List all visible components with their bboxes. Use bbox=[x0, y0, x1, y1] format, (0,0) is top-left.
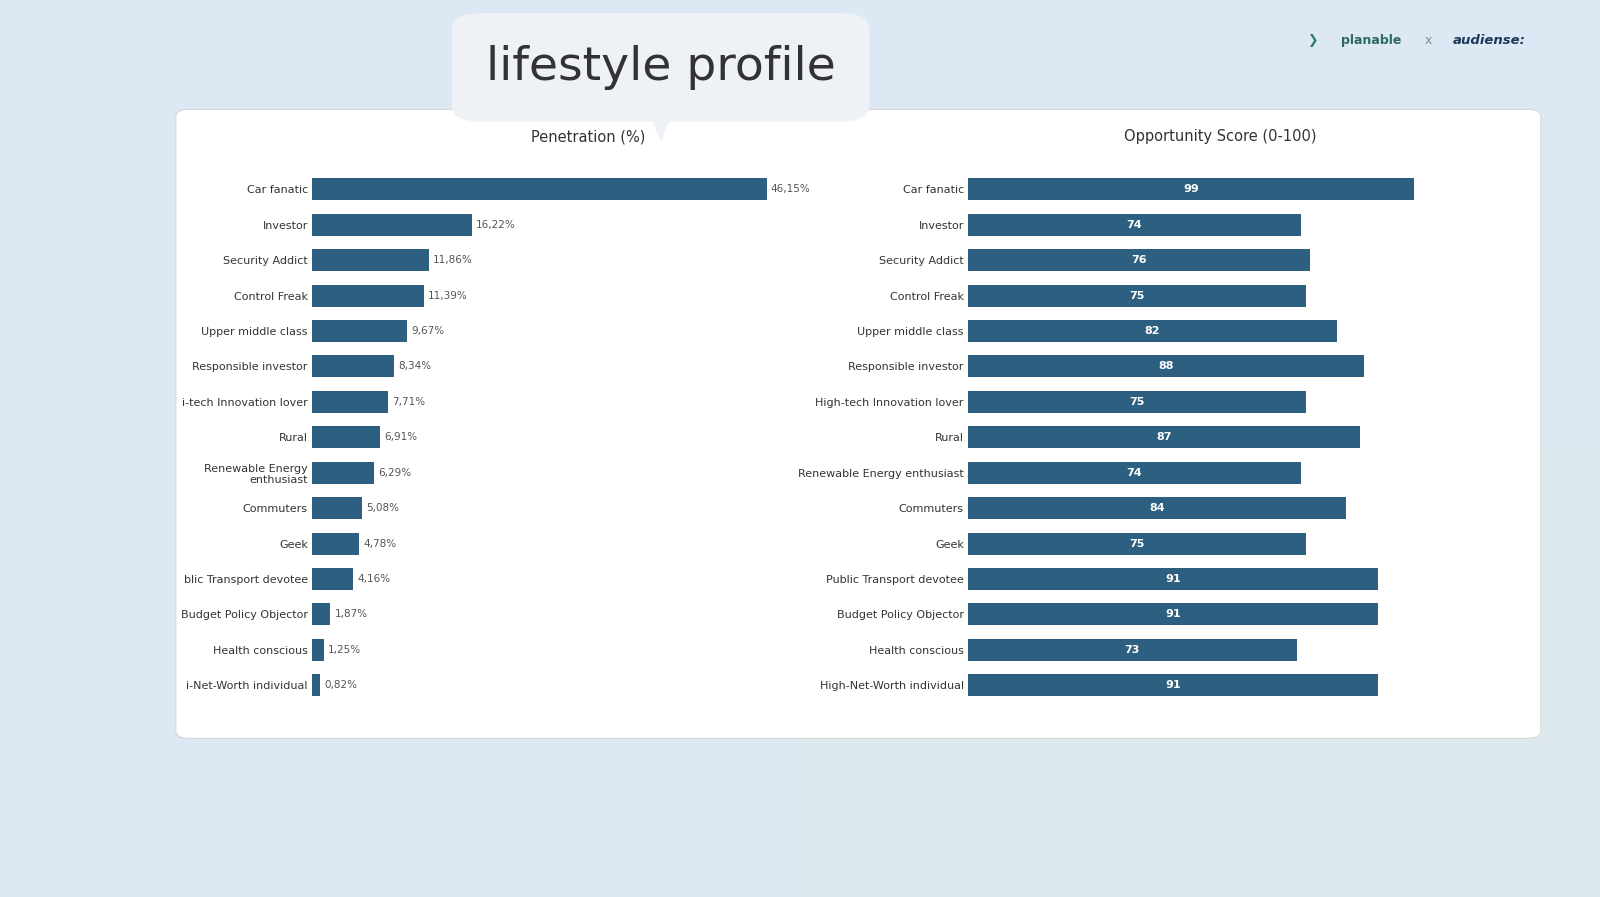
Bar bbox=[312, 604, 331, 625]
Bar bbox=[312, 462, 374, 483]
Bar bbox=[312, 213, 472, 236]
Text: lifestyle profile: lifestyle profile bbox=[486, 45, 835, 90]
Text: 75: 75 bbox=[1130, 396, 1144, 407]
Text: 11,39%: 11,39% bbox=[429, 291, 467, 300]
Bar bbox=[800, 448, 1600, 897]
Bar bbox=[312, 568, 354, 590]
Bar bbox=[312, 355, 394, 378]
Text: 9,67%: 9,67% bbox=[411, 326, 445, 336]
Bar bbox=[312, 179, 766, 200]
Bar bbox=[968, 462, 1301, 483]
Bar bbox=[968, 568, 1378, 590]
Text: 4,16%: 4,16% bbox=[357, 574, 390, 584]
Text: 16,22%: 16,22% bbox=[475, 220, 515, 230]
Text: 5,08%: 5,08% bbox=[366, 503, 398, 513]
Text: 8,34%: 8,34% bbox=[398, 361, 432, 371]
Text: 87: 87 bbox=[1155, 432, 1171, 442]
Text: 74: 74 bbox=[1126, 220, 1142, 230]
Bar bbox=[968, 426, 1360, 448]
Text: 6,91%: 6,91% bbox=[384, 432, 418, 442]
Text: 1,25%: 1,25% bbox=[328, 645, 362, 655]
Bar bbox=[968, 320, 1338, 342]
Text: 91: 91 bbox=[1165, 609, 1181, 619]
Bar bbox=[968, 497, 1346, 519]
Polygon shape bbox=[646, 105, 675, 139]
Text: 91: 91 bbox=[1165, 680, 1181, 690]
Bar bbox=[312, 497, 362, 519]
FancyBboxPatch shape bbox=[176, 109, 1541, 738]
Bar bbox=[312, 675, 320, 696]
Text: 74: 74 bbox=[1126, 467, 1142, 478]
Bar bbox=[968, 355, 1363, 378]
Text: 11,86%: 11,86% bbox=[434, 256, 472, 266]
Bar bbox=[968, 639, 1296, 661]
Text: 82: 82 bbox=[1144, 326, 1160, 336]
Text: 84: 84 bbox=[1149, 503, 1165, 513]
Text: 75: 75 bbox=[1130, 291, 1144, 300]
Text: 88: 88 bbox=[1158, 361, 1174, 371]
Text: ❯: ❯ bbox=[1307, 34, 1317, 47]
Text: 1,87%: 1,87% bbox=[334, 609, 368, 619]
Text: 75: 75 bbox=[1130, 538, 1144, 549]
Bar bbox=[312, 320, 408, 342]
Bar bbox=[312, 533, 358, 554]
Text: 46,15%: 46,15% bbox=[771, 185, 811, 195]
Bar bbox=[312, 284, 424, 307]
Text: 4,78%: 4,78% bbox=[363, 538, 397, 549]
Text: 73: 73 bbox=[1125, 645, 1139, 655]
Bar bbox=[968, 179, 1413, 200]
Text: 91: 91 bbox=[1165, 574, 1181, 584]
Bar bbox=[968, 391, 1306, 413]
Bar bbox=[968, 604, 1378, 625]
Bar bbox=[968, 533, 1306, 554]
Text: 0,82%: 0,82% bbox=[325, 680, 357, 690]
Title: Opportunity Score (0-100): Opportunity Score (0-100) bbox=[1123, 129, 1317, 144]
Text: x: x bbox=[1426, 34, 1432, 47]
Bar bbox=[312, 426, 381, 448]
FancyBboxPatch shape bbox=[451, 13, 870, 122]
Title: Penetration (%): Penetration (%) bbox=[531, 129, 645, 144]
Bar bbox=[968, 284, 1306, 307]
Bar bbox=[312, 639, 325, 661]
Bar bbox=[312, 249, 429, 271]
Text: 6,29%: 6,29% bbox=[378, 467, 411, 478]
Bar bbox=[968, 675, 1378, 696]
Text: 76: 76 bbox=[1131, 256, 1147, 266]
Text: audiense:: audiense: bbox=[1453, 34, 1526, 47]
Bar bbox=[312, 391, 387, 413]
Text: 99: 99 bbox=[1182, 185, 1198, 195]
Bar bbox=[968, 213, 1301, 236]
Text: planable: planable bbox=[1341, 34, 1402, 47]
Text: 7,71%: 7,71% bbox=[392, 396, 426, 407]
Bar bbox=[968, 249, 1310, 271]
